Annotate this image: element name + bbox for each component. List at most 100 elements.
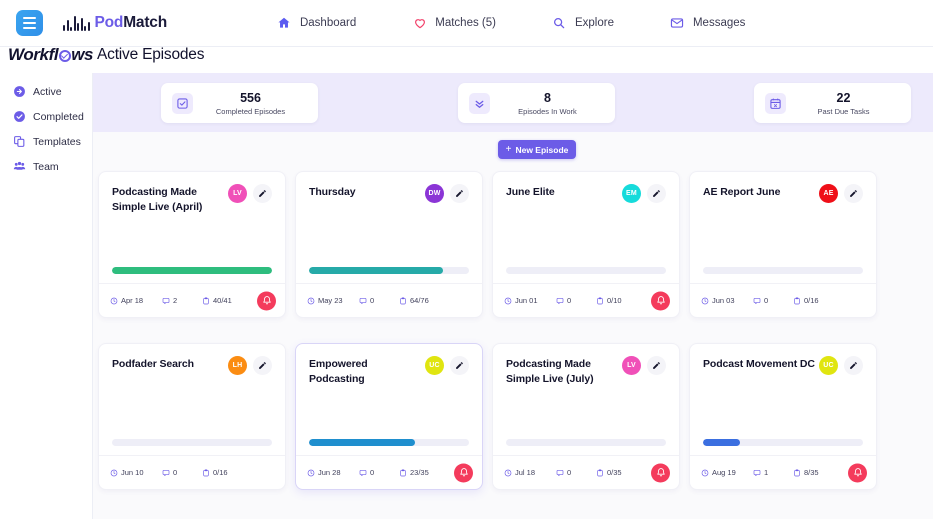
episode-progress-wrap xyxy=(506,439,666,446)
nav-item-matches[interactable]: Matches (5) xyxy=(412,16,496,31)
avatar[interactable]: LV xyxy=(622,356,641,375)
episode-card[interactable]: AE Report June AE Jun 03 0 0/16 xyxy=(689,171,877,318)
alert-bell-icon[interactable] xyxy=(257,291,276,310)
episode-card-actions: UC xyxy=(425,356,469,375)
progress-bar xyxy=(703,267,863,274)
sidebar-label-active: Active xyxy=(33,85,62,98)
episode-card-footer: Jun 03 0 0/16 xyxy=(690,283,876,317)
episode-tasks-count: 0/35 xyxy=(607,468,622,477)
episode-comments-count: 2 xyxy=(173,296,178,305)
episode-tasks-count: 8/35 xyxy=(804,468,819,477)
stat-card-past-due-tasks[interactable]: 22 Past Due Tasks xyxy=(754,83,911,123)
episode-comments: 0 xyxy=(556,296,596,305)
episode-tasks: 0/35 xyxy=(596,468,648,477)
episode-card-footer: May 23 0 64/76 xyxy=(296,283,482,317)
avatar[interactable]: UC xyxy=(425,356,444,375)
alert-bell-icon[interactable] xyxy=(454,463,473,482)
avatar[interactable]: DW xyxy=(425,184,444,203)
workflows-heading: Workfl ws xyxy=(8,45,93,65)
edit-episode-button[interactable] xyxy=(450,184,469,203)
edit-episode-button[interactable] xyxy=(647,184,666,203)
episode-card-header: Empowered Podcasting UC xyxy=(309,356,469,387)
episode-tasks: 0/10 xyxy=(596,296,648,305)
episode-card[interactable]: Thursday DW May 23 0 64/76 xyxy=(295,171,483,318)
episode-comments-count: 1 xyxy=(764,468,769,477)
episode-date-label: Jun 28 xyxy=(318,468,341,477)
episode-title: AE Report June xyxy=(703,186,781,198)
alert-bell-icon[interactable] xyxy=(651,463,670,482)
episode-comments: 0 xyxy=(162,468,202,477)
waveform-icon xyxy=(63,15,90,31)
episode-card-header: AE Report June AE xyxy=(703,184,863,203)
episode-card-footer: Jun 10 0 0/16 xyxy=(99,455,285,489)
alert-bell-icon[interactable] xyxy=(651,291,670,310)
hamburger-menu-icon[interactable] xyxy=(16,10,43,36)
edit-episode-button[interactable] xyxy=(253,356,272,375)
double-chevron-down-icon xyxy=(469,92,490,114)
avatar[interactable]: UC xyxy=(819,356,838,375)
stats-band: 556 Completed Episodes 8 Episodes In Wor… xyxy=(93,73,933,132)
check-circle-icon xyxy=(13,110,26,123)
episode-row-1: Podcasting Made Simple Live (April) LV Apr… xyxy=(93,171,933,318)
episode-card[interactable]: Empowered Podcasting UC Jun 28 0 23/35 xyxy=(295,343,483,490)
progress-bar xyxy=(309,267,469,274)
podmatch-logo[interactable]: PodMatch xyxy=(63,14,167,32)
episode-title: Podcasting Made Simple Live (July) xyxy=(506,358,594,385)
episode-card[interactable]: Podcasting Made Simple Live (April) LV Apr… xyxy=(98,171,286,318)
edit-episode-button[interactable] xyxy=(253,184,272,203)
avatar[interactable]: EM xyxy=(622,184,641,203)
nav-item-explore[interactable]: Explore xyxy=(552,16,614,31)
episode-tasks-count: 0/16 xyxy=(804,296,819,305)
edit-episode-button[interactable] xyxy=(647,356,666,375)
nav-item-messages[interactable]: Messages xyxy=(670,16,745,31)
episode-card-grid: Podcasting Made Simple Live (April) LV Apr… xyxy=(93,171,933,490)
episode-comments: 0 xyxy=(753,296,793,305)
episode-date: Aug 19 xyxy=(701,468,753,477)
stat-label-episodes-in-work: Episodes In Work xyxy=(518,106,577,116)
episode-title: Thursday xyxy=(309,186,356,198)
nav-label-messages: Messages xyxy=(692,17,746,29)
episode-title: Podcasting Made Simple Live (April) xyxy=(112,186,203,213)
avatar[interactable]: AE xyxy=(819,184,838,203)
stat-card-episodes-in-work[interactable]: 8 Episodes In Work xyxy=(458,83,615,123)
sidebar-item-active[interactable]: Active xyxy=(0,79,92,104)
nav-label-matches: Matches (5) xyxy=(435,17,496,29)
episode-comments-count: 0 xyxy=(764,296,769,305)
episode-tasks-count: 64/76 xyxy=(410,296,429,305)
episode-card[interactable]: Podfader Search LH Jun 10 0 0/16 xyxy=(98,343,286,490)
episode-card[interactable]: June Elite EM Jun 01 0 0/10 xyxy=(492,171,680,318)
alert-bell-icon[interactable] xyxy=(848,463,867,482)
progress-bar xyxy=(112,439,272,446)
episode-comments: 0 xyxy=(556,468,596,477)
nav-item-dashboard[interactable]: Dashboard xyxy=(277,16,356,31)
episode-progress-wrap xyxy=(703,439,863,446)
episode-card-footer: Jun 28 0 23/35 xyxy=(296,455,482,489)
edit-episode-button[interactable] xyxy=(844,356,863,375)
sidebar-item-completed[interactable]: Completed xyxy=(0,104,92,129)
avatar[interactable]: LH xyxy=(228,356,247,375)
episode-date-label: Jun 10 xyxy=(121,468,144,477)
stat-card-completed-episodes[interactable]: 556 Completed Episodes xyxy=(161,83,318,123)
stat-label-past-due-tasks: Past Due Tasks xyxy=(817,106,870,116)
sidebar-item-templates[interactable]: Templates xyxy=(0,129,92,154)
avatar[interactable]: LV xyxy=(228,184,247,203)
episode-card[interactable]: Podcasting Made Simple Live (July) LV Jul … xyxy=(492,343,680,490)
edit-episode-button[interactable] xyxy=(844,184,863,203)
edit-episode-button[interactable] xyxy=(450,356,469,375)
episode-progress-wrap xyxy=(112,439,272,446)
episode-comments-count: 0 xyxy=(370,468,375,477)
episode-card[interactable]: Podcast Movement DC UC Aug 19 1 8/35 xyxy=(689,343,877,490)
episode-tasks: 0/16 xyxy=(793,296,845,305)
new-episode-button[interactable]: + New Episode xyxy=(498,140,576,159)
sidebar-item-team[interactable]: Team xyxy=(0,154,92,179)
episode-comments-count: 0 xyxy=(173,468,178,477)
episode-card-actions: UC xyxy=(819,356,863,375)
envelope-icon xyxy=(670,16,685,31)
episode-tasks-count: 0/10 xyxy=(607,296,622,305)
episode-card-actions: LV xyxy=(622,356,666,375)
episode-card-actions: LH xyxy=(228,356,272,375)
progress-bar xyxy=(506,267,666,274)
main-content: 556 Completed Episodes 8 Episodes In Wor… xyxy=(93,73,933,519)
episode-progress-wrap xyxy=(506,267,666,274)
episode-date-label: May 23 xyxy=(318,296,343,305)
